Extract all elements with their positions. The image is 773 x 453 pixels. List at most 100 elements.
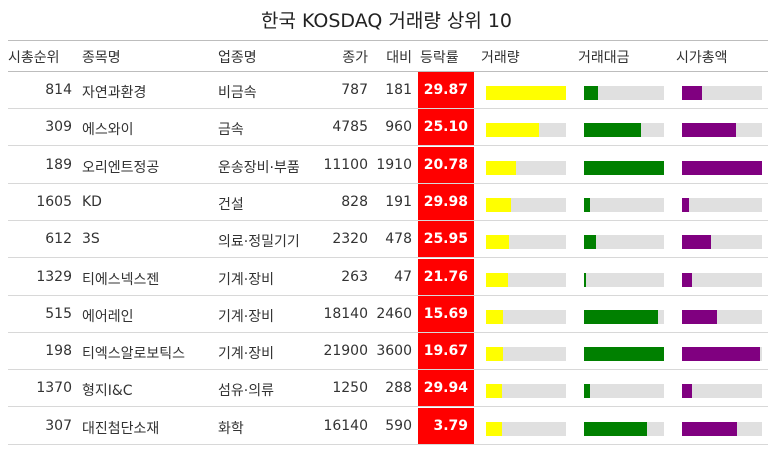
cell-close: 2320: [332, 231, 368, 248]
volume-bar-track: [486, 272, 566, 287]
volume-bar-track: [486, 384, 566, 399]
mcap-bar-track: [682, 421, 762, 436]
volume-bar: [486, 86, 566, 100]
row-divider: [8, 219, 768, 221]
cell-sector: 금속: [218, 122, 244, 139]
table-row: 1370 형지I&C 섬유·의류 1250 288 29.94: [8, 370, 768, 408]
cell-rank: 198: [45, 343, 72, 360]
row-divider: [8, 369, 768, 371]
cell-sector: 기계·장비: [218, 308, 274, 325]
mcap-bar-track: [682, 384, 762, 399]
volume-bar: [486, 197, 511, 212]
cell-name: 에어레인: [82, 308, 134, 325]
cell-name: 형지I&C: [82, 383, 133, 400]
cell-rank: 307: [45, 417, 72, 434]
row-divider: [8, 443, 768, 445]
value-bar: [584, 235, 596, 250]
volume-bar: [486, 160, 517, 175]
mcap-bar-track: [682, 235, 762, 250]
cell-change: 15.69: [418, 295, 474, 333]
cell-close: 18140: [323, 305, 368, 322]
cell-diff: 2460: [376, 305, 412, 322]
cell-rank: 1605: [36, 193, 72, 210]
value-bar: [584, 384, 590, 399]
cell-change: 19.67: [418, 333, 474, 371]
table-row: 1329 티에스넥스젠 기계·장비 263 47 21.76: [8, 258, 768, 296]
cell-diff: 960: [385, 119, 412, 136]
value-bar-track: [584, 197, 664, 212]
cell-rank: 309: [45, 119, 72, 136]
mcap-bar: [682, 197, 690, 212]
mcap-bar-track: [682, 272, 762, 287]
cell-diff: 191: [385, 193, 412, 210]
value-bar: [584, 309, 658, 324]
mcap-bar-track: [682, 160, 762, 175]
cell-change: 25.10: [418, 109, 474, 147]
value-bar-track: [584, 235, 664, 250]
cell-name: 티엑스알로보틱스: [82, 346, 186, 363]
table-row: 198 티엑스알로보틱스 기계·장비 21900 3600 19.67: [8, 333, 768, 371]
mcap-bar: [682, 347, 760, 362]
cell-diff: 3600: [376, 343, 412, 360]
header-close: 종가: [342, 50, 368, 66]
value-bar-track: [584, 347, 664, 362]
cell-change: 21.76: [418, 258, 474, 296]
cell-diff: 47: [394, 268, 412, 285]
cell-diff: 1910: [376, 156, 412, 173]
cell-diff: 478: [385, 231, 412, 248]
cell-sector: 의료·정밀기기: [218, 234, 300, 251]
mcap-bar: [682, 160, 762, 175]
cell-change: 3.79: [418, 407, 474, 445]
value-bar: [584, 347, 664, 362]
volume-bar-track: [486, 160, 566, 175]
cell-close: 11100: [323, 156, 368, 173]
volume-bar-track: [486, 347, 566, 362]
cell-close: 4785: [332, 119, 368, 136]
value-bar-track: [584, 309, 664, 324]
cell-name: 대진첨단소재: [82, 420, 160, 437]
row-divider: [8, 108, 768, 109]
table-row: 612 3S 의료·정밀기기 2320 478 25.95: [8, 221, 768, 259]
row-divider: [8, 257, 768, 259]
value-bar: [584, 160, 664, 175]
mcap-bar: [682, 235, 711, 250]
cell-close: 16140: [323, 417, 368, 434]
cell-sector: 건설: [218, 196, 244, 213]
cell-sector: 화학: [218, 420, 244, 437]
cell-diff: 181: [385, 82, 412, 98]
table-row: 1605 KD 건설 828 191 29.98: [8, 183, 768, 221]
value-bar-track: [584, 421, 664, 436]
cell-rank: 612: [45, 231, 72, 248]
cell-change: 29.87: [418, 72, 474, 109]
cell-name: 오리엔트정공: [82, 159, 160, 176]
row-divider: [8, 294, 768, 296]
value-bar: [584, 272, 586, 287]
table-row: 309 에스와이 금속 4785 960 25.10: [8, 109, 768, 147]
cell-change: 29.94: [418, 370, 474, 408]
volume-bar-track: [486, 421, 566, 436]
cell-sector: 기계·장비: [218, 271, 274, 288]
chart-title: 한국 KOSDAQ 거래량 상위 10: [260, 10, 513, 32]
row-divider: [8, 331, 768, 333]
cell-diff: 590: [385, 417, 412, 434]
mcap-bar-track: [682, 123, 762, 138]
mcap-bar-track: [682, 197, 762, 212]
mcap-bar: [682, 421, 738, 436]
header-sector: 업종명: [218, 50, 257, 66]
value-bar: [584, 197, 590, 212]
cell-sector: 기계·장비: [218, 346, 274, 363]
cell-sector: 비금속: [218, 85, 257, 101]
header-rank: 시총순위: [8, 50, 60, 66]
volume-bar: [486, 123, 539, 138]
value-bar-track: [584, 384, 664, 399]
cell-change: 25.95: [418, 221, 474, 259]
mcap-bar: [682, 123, 737, 138]
header-value: 거래대금: [578, 50, 630, 66]
cell-sector: 운송장비·부품: [218, 159, 300, 176]
value-bar: [584, 421, 648, 436]
volume-bar: [486, 272, 509, 287]
cell-name: 자연과환경: [82, 85, 147, 101]
volume-bar: [486, 347, 503, 362]
cell-rank: 1329: [36, 268, 72, 285]
cell-name: KD: [82, 193, 102, 210]
